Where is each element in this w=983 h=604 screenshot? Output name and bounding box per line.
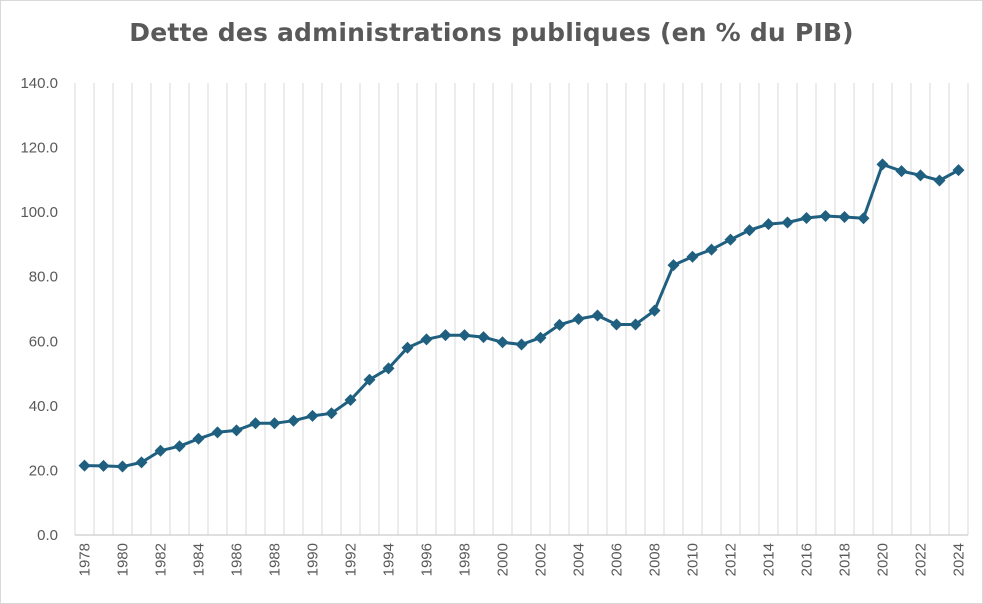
x-axis-ticks: 1978 1980 1982 1984 1986 1988 1990 1992 1994 1996…	[77, 543, 968, 576]
data-point-marker	[857, 212, 870, 225]
data-point-marker	[401, 341, 414, 354]
y-tick-label: 120.0	[20, 140, 58, 157]
data-point-marker	[686, 250, 699, 263]
chart-title: Dette des administrations publiques (en …	[129, 18, 854, 47]
data-point-marker	[306, 409, 319, 422]
x-tick-label: 1994	[381, 543, 398, 576]
data-point-marker	[116, 460, 129, 473]
data-point-marker	[325, 407, 338, 420]
x-tick-label: 1978	[77, 543, 94, 576]
x-tick-label: 2016	[799, 543, 816, 576]
y-tick-label: 80.0	[29, 269, 58, 286]
data-point-marker	[591, 309, 604, 322]
x-tick-label: 1984	[191, 543, 208, 576]
data-point-marker	[553, 318, 566, 331]
data-point-marker	[249, 417, 262, 430]
x-tick-label: 2012	[723, 543, 740, 576]
data-point-marker	[705, 243, 718, 256]
y-tick-label: 40.0	[29, 398, 58, 415]
data-point-marker	[914, 169, 927, 182]
data-point-marker	[895, 165, 908, 178]
data-point-marker	[629, 318, 642, 331]
x-tick-label: 2000	[495, 543, 512, 576]
data-point-marker	[743, 224, 756, 237]
data-point-marker	[154, 444, 167, 457]
data-point-marker	[78, 459, 91, 472]
data-point-marker	[724, 233, 737, 246]
x-tick-label: 1996	[419, 543, 436, 576]
x-tick-label: 2014	[761, 543, 778, 576]
data-point-marker	[439, 329, 452, 342]
data-point-marker	[458, 329, 471, 342]
x-tick-label: 1986	[229, 543, 246, 576]
x-tick-label: 1988	[267, 543, 284, 576]
data-point-marker	[515, 338, 528, 351]
data-point-marker	[420, 333, 433, 346]
data-point-marker	[173, 440, 186, 453]
x-tick-label: 2020	[875, 543, 892, 576]
data-point-marker	[363, 373, 376, 386]
y-tick-label: 100.0	[20, 204, 58, 221]
data-point-marker	[952, 164, 965, 177]
data-point-marker	[610, 318, 623, 331]
y-tick-label: 140.0	[20, 75, 58, 92]
x-tick-label: 1990	[305, 543, 322, 576]
data-point-marker	[496, 336, 509, 349]
data-point-marker	[211, 426, 224, 439]
data-point-marker	[230, 424, 243, 437]
x-tick-label: 2018	[837, 543, 854, 576]
data-point-marker	[572, 313, 585, 326]
data-point-marker	[762, 218, 775, 231]
data-point-marker	[534, 331, 547, 344]
x-tick-label: 2002	[533, 543, 550, 576]
y-tick-label: 60.0	[29, 333, 58, 350]
grid-lines	[74, 83, 969, 536]
data-point-marker	[268, 417, 281, 430]
data-point-marker	[876, 158, 889, 171]
x-tick-label: 2008	[647, 543, 664, 576]
x-tick-label: 1992	[343, 543, 360, 576]
data-point-marker	[800, 211, 813, 224]
data-point-marker	[344, 394, 357, 407]
data-point-marker	[97, 459, 110, 472]
series-line	[84, 162, 960, 469]
data-point-marker	[287, 414, 300, 427]
y-tick-label: 0.0	[37, 527, 58, 544]
data-point-marker	[477, 331, 490, 344]
data-series	[78, 158, 965, 473]
y-tick-label: 20.0	[29, 462, 58, 479]
data-point-marker	[382, 362, 395, 375]
data-point-marker	[192, 432, 205, 445]
x-tick-label: 2022	[913, 543, 930, 576]
data-point-marker	[648, 304, 661, 317]
x-tick-label: 2024	[951, 543, 968, 576]
x-tick-label: 2010	[685, 543, 702, 576]
x-tick-label: 2006	[609, 543, 626, 576]
x-tick-label: 1982	[153, 543, 170, 576]
x-tick-label: 1980	[115, 543, 132, 576]
data-point-marker	[819, 210, 832, 223]
y-axis-ticks: 0.0 20.0 40.0 60.0 80.0 100.0 120.0 140.0	[20, 75, 58, 544]
data-point-marker	[135, 456, 148, 469]
data-point-marker	[781, 216, 794, 229]
x-tick-label: 1998	[457, 543, 474, 576]
x-tick-label: 2004	[571, 543, 588, 576]
data-point-marker	[838, 210, 851, 223]
data-point-marker	[667, 259, 680, 272]
data-point-marker	[933, 174, 946, 187]
